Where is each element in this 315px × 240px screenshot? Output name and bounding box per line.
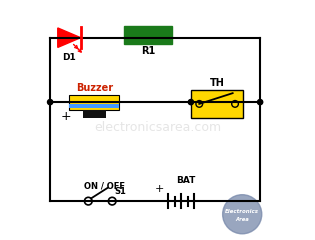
Text: TH: TH [210, 78, 225, 88]
Polygon shape [58, 28, 81, 48]
Bar [191, 90, 243, 118]
Bar [124, 26, 172, 44]
Text: +: + [155, 184, 164, 194]
Text: BAT: BAT [176, 176, 196, 185]
Circle shape [257, 99, 263, 105]
Text: Area: Area [235, 217, 249, 222]
Text: R1: R1 [141, 46, 155, 56]
Circle shape [48, 99, 53, 105]
Text: +: + [60, 109, 71, 123]
Circle shape [223, 195, 262, 234]
Text: electronicsarea.com: electronicsarea.com [94, 121, 221, 134]
Bar [83, 110, 106, 118]
Text: D1: D1 [62, 53, 76, 62]
Text: Electronics: Electronics [225, 209, 259, 214]
Text: ON / OFF: ON / OFF [83, 181, 124, 190]
Circle shape [188, 99, 193, 105]
Text: S1: S1 [115, 187, 126, 197]
Bar [69, 104, 119, 108]
Bar [69, 95, 119, 110]
Text: Buzzer: Buzzer [76, 83, 113, 93]
